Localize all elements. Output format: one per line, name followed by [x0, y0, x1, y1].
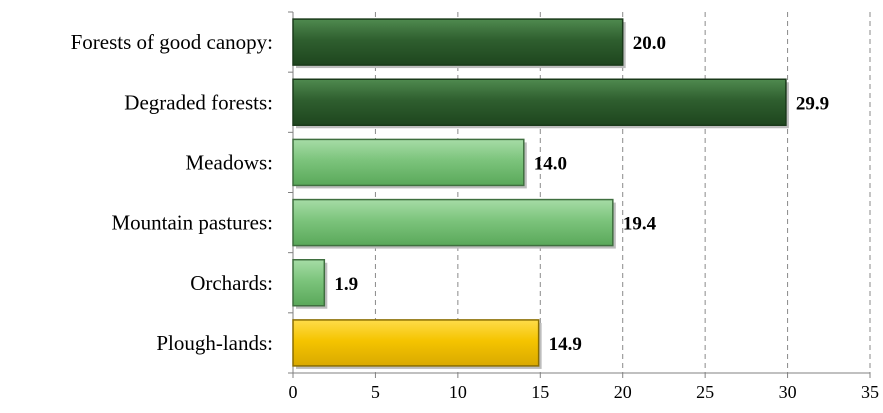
x-tick-label: 15 — [531, 382, 549, 402]
category-label: Forests of good canopy: — [71, 30, 273, 54]
bars — [292, 18, 789, 369]
x-tick-label: 10 — [449, 382, 467, 402]
data-label: 20.0 — [633, 33, 666, 54]
bar — [292, 138, 525, 187]
x-tick-label: 25 — [696, 382, 714, 402]
data-label: 14.9 — [549, 334, 582, 355]
x-tick-label: 35 — [861, 382, 879, 402]
data-label: 29.9 — [796, 93, 829, 114]
bar — [292, 198, 614, 247]
labels: 0 5 10 15 20 25 30 35 Forests of good canopy: 20.… — [71, 30, 879, 402]
x-tick-label: 5 — [371, 382, 380, 402]
x-tick-label: 0 — [289, 382, 298, 402]
axes — [288, 11, 871, 378]
data-label: 14.0 — [534, 153, 567, 174]
bar — [292, 259, 326, 307]
category-label: Degraded forests: — [124, 90, 273, 114]
category-label: Plough-lands: — [156, 331, 273, 355]
data-label: 1.9 — [334, 274, 358, 295]
category-label: Orchards: — [190, 271, 273, 295]
gridlines — [374, 12, 871, 373]
bar — [292, 78, 787, 126]
category-label: Meadows: — [186, 150, 274, 174]
bar — [292, 18, 624, 66]
bar — [292, 319, 540, 367]
x-tick-label: 30 — [779, 382, 797, 402]
x-tick-label: 20 — [614, 382, 632, 402]
data-label: 19.4 — [623, 214, 657, 235]
category-label: Mountain pastures: — [111, 211, 273, 235]
